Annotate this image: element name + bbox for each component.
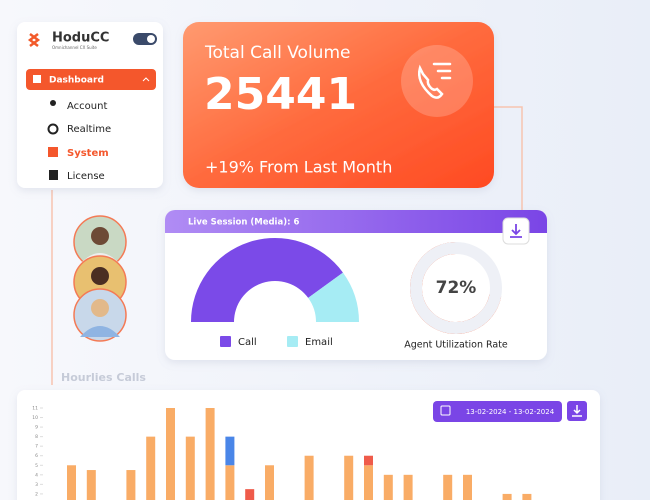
y-tick-label: 9 <box>35 425 38 431</box>
utilization-value: 72% <box>436 278 477 298</box>
bar-segment <box>304 455 314 500</box>
menu-icon <box>49 170 58 180</box>
kpi-value: 25441 <box>204 69 357 120</box>
y-tick-label: 7 <box>35 444 38 450</box>
menu-label[interactable]: License <box>67 171 105 182</box>
date-picker[interactable] <box>433 401 562 422</box>
brand: HoduCC <box>52 31 109 46</box>
kpi-card: Total Call Volume 25441 +19% From Last M… <box>183 22 494 188</box>
hourly-chart: 2 3 4 5 6 7 8 9 10 11 <box>32 406 532 500</box>
hourly-title: Hourlies Calls <box>61 371 146 384</box>
menu-label[interactable]: Account <box>67 101 107 112</box>
sidebar-card <box>17 22 163 188</box>
kpi-change: +19% From Last Month <box>205 158 392 177</box>
bar-segment <box>245 489 255 500</box>
half-donut-segment <box>308 272 359 322</box>
bar-segment <box>126 470 136 500</box>
download-icon <box>572 405 582 417</box>
calendar-icon <box>440 405 451 416</box>
tagline: Omnichannel CX Suite <box>52 45 97 50</box>
bar-segment <box>205 408 215 500</box>
avatars <box>73 215 127 342</box>
live-session-card: Live Session (Media): 6 72% Agent Utiliz… <box>165 210 547 360</box>
legend-swatch <box>220 336 231 347</box>
connector <box>51 106 523 385</box>
bar-segment <box>225 465 235 500</box>
phone-icon <box>418 62 452 99</box>
legend-swatch <box>287 336 298 347</box>
half-donut-segment <box>191 238 343 322</box>
bar-segment <box>364 455 373 466</box>
y-tick-label: 3 <box>35 482 38 488</box>
menu-item-active[interactable] <box>26 69 156 90</box>
bar-segment <box>463 474 472 500</box>
legend-label: Email <box>305 337 333 348</box>
bar-segment <box>522 493 532 500</box>
bar-segment <box>502 493 512 500</box>
avatar <box>73 288 127 342</box>
utilization-caption: Agent Utilization Rate <box>404 340 508 351</box>
legend-label: Call <box>238 337 257 348</box>
menu-icon <box>50 100 56 106</box>
download-icon <box>510 224 522 238</box>
kpi-background <box>183 22 494 188</box>
menu-label[interactable]: System <box>67 148 109 159</box>
date-range: 13-02-2024 - 13-02-2024 <box>466 408 555 416</box>
bar-segment <box>364 465 373 500</box>
menu-label[interactable]: Realtime <box>67 124 111 135</box>
card-header <box>165 210 547 233</box>
bar-segment <box>86 470 96 500</box>
menu-icon <box>33 75 41 83</box>
menu-icon <box>48 147 58 157</box>
chevron <box>142 77 150 82</box>
y-tick-label: 8 <box>35 434 38 440</box>
bar-segment <box>383 474 393 500</box>
logo <box>27 33 41 47</box>
bar-segment <box>67 465 76 500</box>
toggle-knob <box>147 35 155 43</box>
bar-segment <box>146 436 156 500</box>
sidebar: HoduCC Omnichannel CX Suite Dashboard Ac… <box>17 22 163 188</box>
menu-label[interactable]: Dashboard <box>49 76 104 86</box>
bar-segment <box>265 465 274 500</box>
y-tick-label: 10 <box>32 415 38 421</box>
phone-icon-bg <box>401 45 473 117</box>
bar-segment <box>166 408 175 500</box>
donut-track <box>410 242 502 334</box>
y-tick-label: 4 <box>35 472 38 478</box>
bar-segment <box>185 436 195 500</box>
bar-segment <box>403 474 413 500</box>
bar-segment <box>344 455 354 500</box>
bar-segment <box>443 474 453 500</box>
session-title: Live Session (Media): 6 <box>188 218 299 228</box>
y-tick-label: 6 <box>35 453 38 459</box>
y-tick-label: 2 <box>35 491 38 497</box>
y-tick-label: 5 <box>35 463 38 469</box>
bar-segment <box>225 436 235 466</box>
y-tick-label: 11 <box>32 406 38 412</box>
menu-icon <box>47 123 59 135</box>
kpi-title: Total Call Volume <box>204 43 350 63</box>
